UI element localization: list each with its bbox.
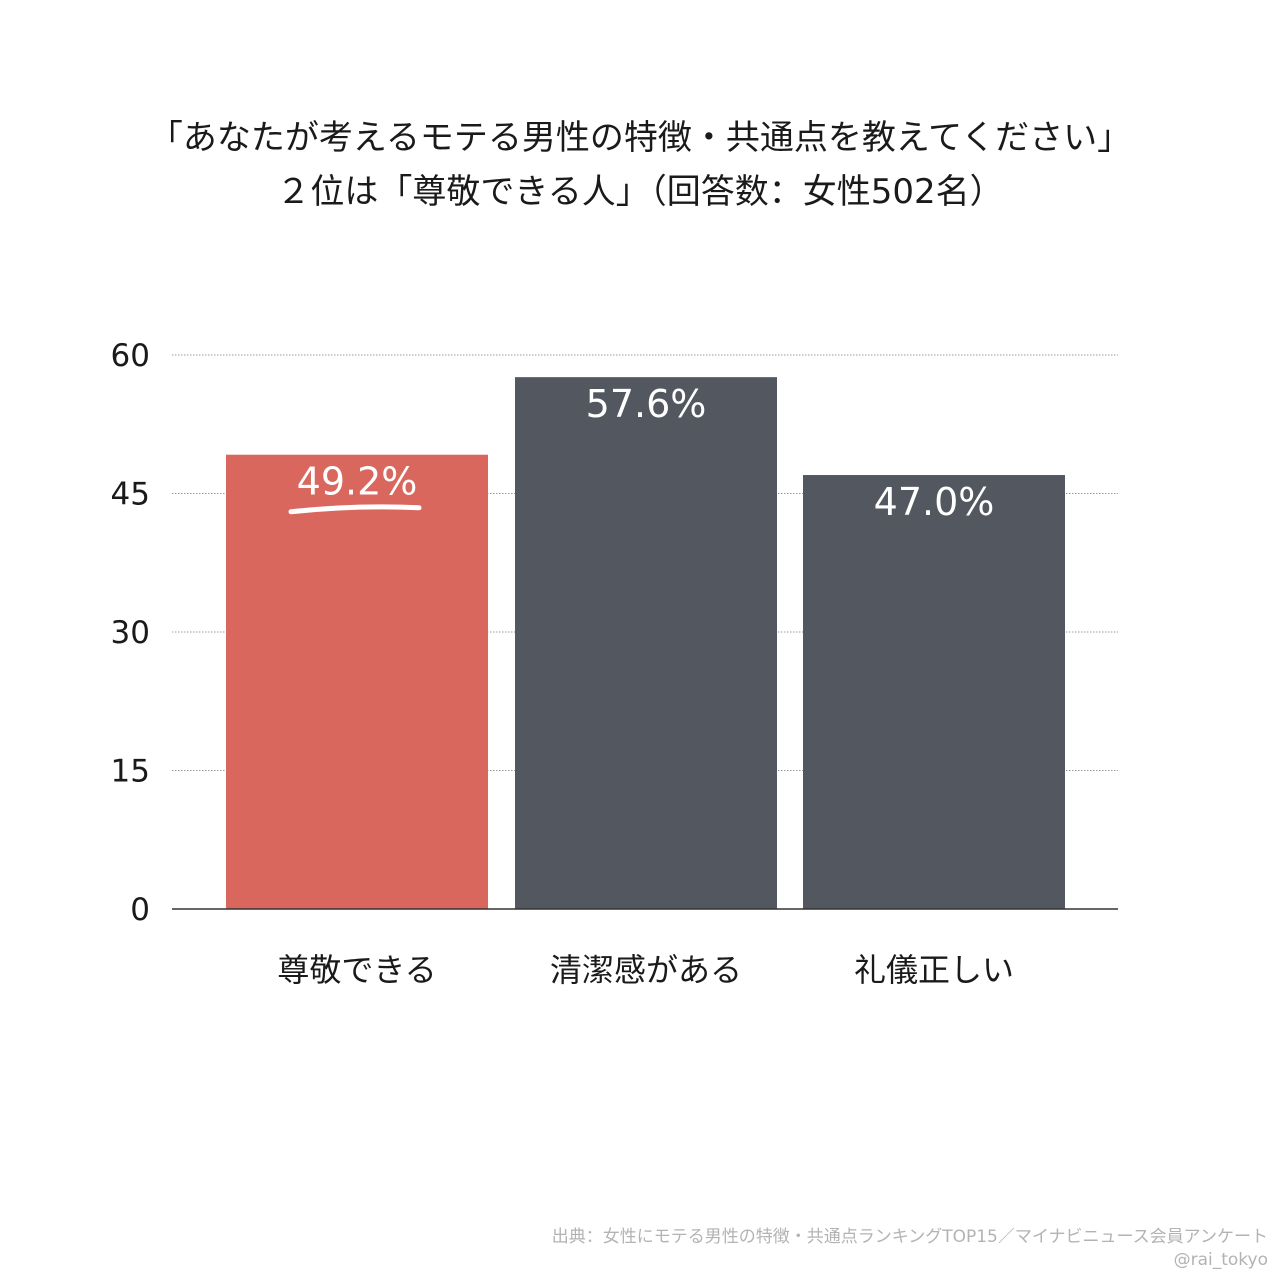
bar — [226, 454, 488, 909]
x-tick-label: 礼儀正しい — [854, 951, 1014, 989]
y-tick-label: 30 — [111, 615, 150, 651]
chart-title-line1: 「あなたが考えるモテる男性の特徴・共通点を教えてください」 — [148, 118, 1132, 158]
data-label: 49.2% — [297, 460, 418, 504]
chart-title-line2: ２位は「尊敬できる人」（回答数：女性502名） — [276, 172, 1004, 212]
author-handle: @rai_tokyo — [1173, 1250, 1268, 1270]
y-tick-label: 60 — [111, 338, 150, 374]
bar — [515, 377, 777, 909]
source-note: 出典：女性にモテる男性の特徴・共通点ランキングTOP15／マイナビニュース会員ア… — [551, 1227, 1268, 1247]
x-tick-label: 尊敬できる — [277, 951, 436, 989]
y-tick-label: 0 — [130, 892, 150, 928]
y-tick-label: 15 — [111, 754, 150, 790]
highlight-underline — [288, 504, 422, 515]
y-tick-label: 45 — [111, 477, 150, 513]
data-label: 47.0% — [874, 480, 995, 524]
data-label: 57.6% — [586, 382, 707, 426]
x-tick-label: 清潔感がある — [550, 951, 742, 989]
bar — [803, 475, 1065, 909]
